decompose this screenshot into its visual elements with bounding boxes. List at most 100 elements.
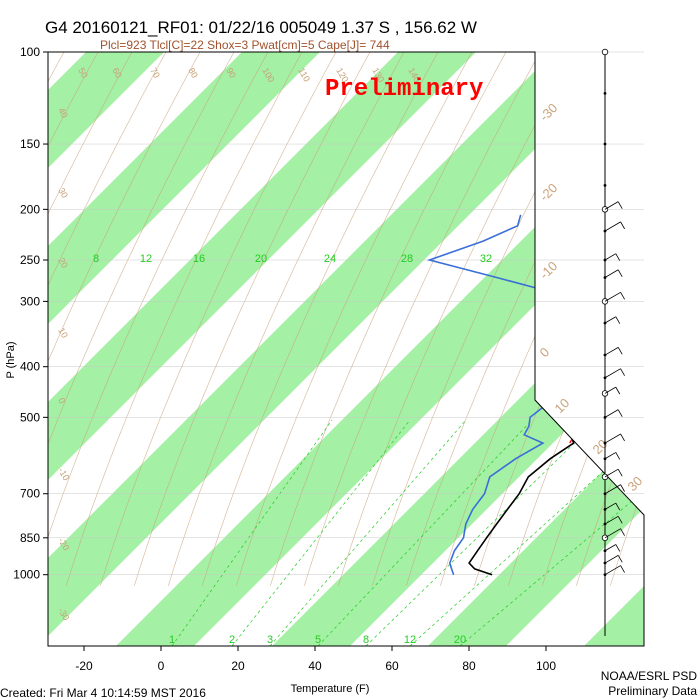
wind-barb <box>604 565 621 576</box>
dry-adiabat-label: 80 <box>186 66 200 80</box>
skew-isotherm-label: 30 <box>625 473 646 494</box>
mixing-ratio-label: 12 <box>140 253 152 265</box>
y-tick-label: 500 <box>20 410 40 424</box>
parcel-line <box>569 191 644 444</box>
mixing-ratio-label: 20 <box>255 253 267 265</box>
dry-adiabat-label: 0 <box>56 396 67 405</box>
skew-isotherm-label: 0 <box>537 344 553 360</box>
dry-adiabat-line <box>202 52 439 586</box>
mixing-ratio-line <box>269 419 467 646</box>
mixing-ratio-label: 16 <box>193 253 205 265</box>
wind-barb <box>604 201 619 210</box>
dry-adiabat-line <box>338 52 575 586</box>
skew-isotherm-label: -10 <box>537 258 561 282</box>
wind-barb-flag <box>617 516 623 524</box>
wind-barb-flag <box>620 368 625 376</box>
dry-adiabat-label: 40 <box>56 106 70 120</box>
mixing-ratio-label: 20 <box>454 634 466 646</box>
mixing-ratio-label: 12 <box>404 634 416 646</box>
wind-barb <box>604 316 617 324</box>
dry-adiabat-line <box>48 52 269 586</box>
wind-barb-flag <box>620 292 625 300</box>
wind-barb <box>604 346 619 356</box>
x-tick-label: 100 <box>536 659 556 673</box>
wind-calm-marker <box>601 298 609 305</box>
credit-line-2: Preliminary Data <box>608 684 697 698</box>
mixing-ratio-line <box>171 419 333 646</box>
y-tick-label: 100 <box>20 45 40 59</box>
skew-isotherm-label: 10 <box>552 395 573 416</box>
dry-adiabat-label: 50 <box>76 66 90 80</box>
wind-barb-flag <box>620 433 625 442</box>
mixing-ratio-lines <box>171 419 644 646</box>
x-tick-label: 20 <box>231 659 245 673</box>
green-bands <box>48 52 644 646</box>
y-tick-label: 150 <box>20 137 40 151</box>
dry-adiabat-line <box>304 52 541 586</box>
y-tick-label: 1000 <box>13 568 40 582</box>
green-band <box>48 52 372 646</box>
wind-barb-flag <box>617 347 623 355</box>
skew-isotherm-label: 20 <box>590 436 611 457</box>
x-tick-label: 60 <box>385 659 399 673</box>
mixing-ratio-line <box>409 419 644 646</box>
plot-frame <box>47 51 645 647</box>
dewpoint-line <box>426 214 583 575</box>
wind-barb <box>604 528 621 539</box>
wind-barb-flag <box>615 544 621 552</box>
x-tick-label: 40 <box>308 659 322 673</box>
wind-barb-flag <box>620 565 625 573</box>
dry-adiabat-label: 20 <box>56 256 70 270</box>
dry-adiabat-line <box>0 52 30 586</box>
dry-adiabat-label: 70 <box>148 66 162 80</box>
wind-barb <box>604 409 619 418</box>
dry-adiabat-line <box>100 52 337 586</box>
dry-adiabat-label: 90 <box>224 66 238 80</box>
wind-barb-flag <box>620 221 625 230</box>
mixing-ratio-label: 8 <box>363 634 369 646</box>
dry-adiabat-line <box>48 52 167 586</box>
wind-barb <box>604 544 617 552</box>
mixing-ratio-label: 8 <box>93 253 99 265</box>
dry-adiabat-label: 30 <box>56 186 70 200</box>
green-band <box>428 52 644 646</box>
wind-barb <box>604 468 619 478</box>
dry-adiabat-line <box>66 52 303 586</box>
wind-barb-flag <box>617 469 623 477</box>
dry-adiabat-line <box>610 52 644 586</box>
wind-calm-marker <box>601 48 609 56</box>
x-axis-label: Temperature (F) <box>291 683 370 695</box>
wind-barb-flag <box>617 409 623 417</box>
y-tick-label: 250 <box>20 253 40 267</box>
skew-isotherm-label: -30 <box>537 100 561 124</box>
wind-barb <box>604 452 617 460</box>
wind-barb-dot <box>603 184 607 187</box>
wind-barb-flag <box>615 452 621 460</box>
green-band <box>116 52 644 646</box>
wind-barb <box>604 221 621 232</box>
wind-barb <box>604 253 617 261</box>
wind-barb-flag <box>620 484 625 492</box>
created-timestamp: Created: Fri Mar 4 10:14:59 MST 2016 <box>0 686 206 700</box>
dry-adiabat-line <box>406 52 643 586</box>
wind-barb-flag <box>617 269 623 277</box>
mixing-ratio-label: 1 <box>169 634 175 646</box>
chart-subtitle: Plcl=923 Tlcl[C]=22 Shox=3 Pwat[cm]=5 Ca… <box>100 38 390 52</box>
dry-adiabat-label: 60 <box>110 66 124 80</box>
wind-barb <box>604 484 621 495</box>
chart-title: G4 20160121_RF01: 01/22/16 005049 1.37 S… <box>45 18 477 37</box>
mixing-ratio-line <box>459 419 644 646</box>
mixing-ratio-label: 2 <box>229 634 235 646</box>
mixing-ratio-label: 3 <box>267 634 273 646</box>
wind-calm-marker <box>601 390 609 397</box>
dry-adiabat-line <box>48 52 235 586</box>
wind-barb-dot <box>603 142 607 146</box>
x-tick-label: 80 <box>462 659 476 673</box>
wind-barb-flag <box>615 253 621 261</box>
dry-adiabat-line <box>270 52 507 586</box>
y-axis-label: P (hPa) <box>5 341 17 378</box>
dry-adiabat-line <box>48 52 201 586</box>
dry-adiabat-line <box>372 52 609 586</box>
